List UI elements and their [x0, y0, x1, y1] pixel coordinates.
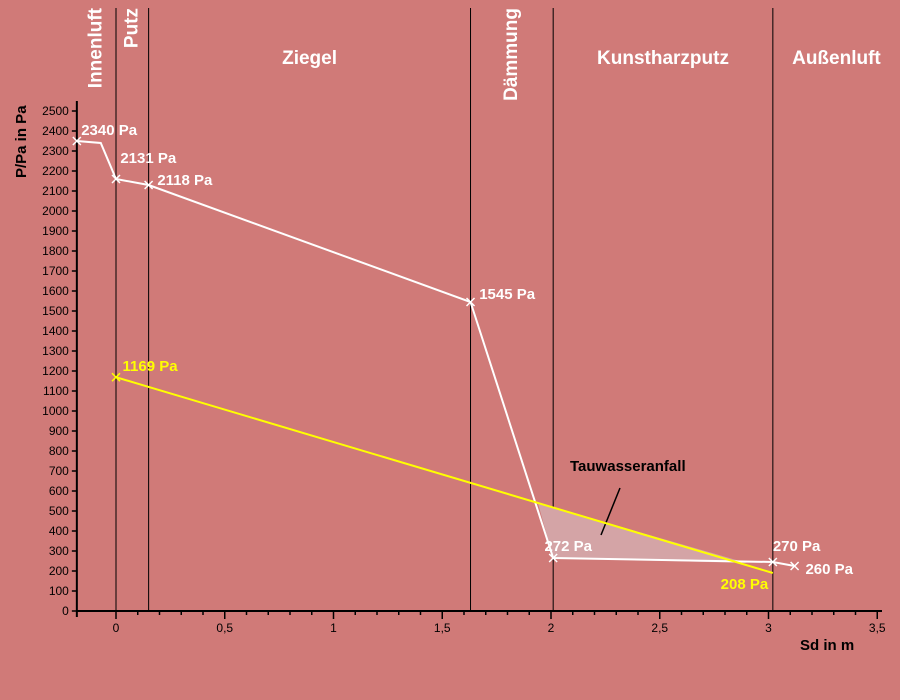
x-tick-label: 1,5: [434, 621, 451, 635]
point-label: 1169 Pa: [123, 358, 179, 375]
y-tick-label: 2000: [42, 204, 69, 218]
layer-label: Kunstharzputz: [597, 48, 729, 69]
layer-label: Außenluft: [792, 48, 881, 69]
y-tick-label: 1900: [42, 224, 69, 238]
x-tick-label: 3,5: [869, 621, 886, 635]
layer-label: Ziegel: [282, 48, 337, 69]
y-tick-label: 1300: [42, 344, 69, 358]
y-tick-label: 1200: [42, 364, 69, 378]
y-tick-label: 500: [49, 504, 69, 518]
point-label: 208 Pa: [721, 576, 769, 593]
partial-pressure-line: [76, 140, 795, 567]
x-tick-label: 2: [548, 621, 555, 635]
y-tick-label: 900: [49, 424, 69, 438]
data-marker: [111, 372, 121, 382]
x-tick-label: 1: [330, 621, 337, 635]
point-label: 2340 Pa: [81, 122, 138, 139]
layer-label: Dämmung: [501, 8, 522, 101]
y-tick-label: 800: [49, 444, 69, 458]
y-tick-label: 1600: [42, 284, 69, 298]
y-tick-label: 0: [62, 604, 69, 618]
condensation-area: [537, 503, 747, 563]
y-tick-label: 2400: [42, 124, 69, 138]
data-marker: [144, 180, 154, 190]
point-label: 260 Pa: [805, 561, 853, 578]
axes: 0100200300400500600700800900100011001200…: [42, 101, 886, 635]
x-axis-label: Sd in m: [800, 637, 854, 654]
x-tick-label: 3: [765, 621, 772, 635]
y-tick-label: 1000: [42, 404, 69, 418]
point-labels: 2340 Pa 2131 Pa 2118 Pa 1545 Pa 1169 Pa 272 P…: [81, 122, 853, 593]
y-axis-label: P/Pa in Pa: [13, 105, 30, 178]
y-tick-label: 700: [49, 464, 69, 478]
data-marker: [72, 136, 82, 146]
y-tick-label: 2200: [42, 164, 69, 178]
layer-label: Innenluft: [85, 7, 106, 88]
y-tick-label: 400: [49, 524, 69, 538]
y-tick-label: 1700: [42, 264, 69, 278]
y-tick-label: 600: [49, 484, 69, 498]
y-tick-label: 1400: [42, 324, 69, 338]
x-tick-label: 0: [113, 621, 120, 635]
y-tick-label: 2300: [42, 144, 69, 158]
x-tick-label: 0,5: [216, 621, 233, 635]
x-tick-label: 2,5: [651, 621, 668, 635]
y-tick-label: 1100: [43, 384, 69, 398]
data-marker: [790, 561, 800, 571]
y-tick-label: 2500: [42, 104, 69, 118]
y-tick-label: 1500: [42, 304, 69, 318]
y-tick-label: 200: [49, 564, 69, 578]
data-marker: [548, 553, 558, 563]
series: [72, 136, 800, 574]
point-label: 270 Pa: [773, 538, 821, 555]
point-label: 2118 Pa: [157, 172, 213, 189]
y-tick-label: 100: [49, 584, 69, 598]
condensation-region: Tauwasseranfall: [537, 458, 747, 563]
data-marker: [768, 557, 778, 567]
data-marker: [111, 174, 121, 184]
point-label: 1545 Pa: [479, 286, 536, 303]
saturation-pressure-line: [115, 376, 774, 574]
point-label: 2131 Pa: [120, 150, 177, 167]
data-marker: [465, 297, 476, 307]
point-label: 272 Pa: [544, 538, 592, 555]
y-tick-label: 2100: [42, 184, 69, 198]
layer-label: Putz: [121, 8, 142, 48]
condensation-label: Tauwasseranfall: [570, 458, 686, 475]
y-tick-label: 300: [49, 544, 69, 558]
y-tick-label: 1800: [42, 244, 69, 258]
layer-boundaries: Innenluft Putz Ziegel Dämmung Kunstharzputz A…: [85, 7, 881, 611]
condensation-pointer: [600, 487, 621, 536]
